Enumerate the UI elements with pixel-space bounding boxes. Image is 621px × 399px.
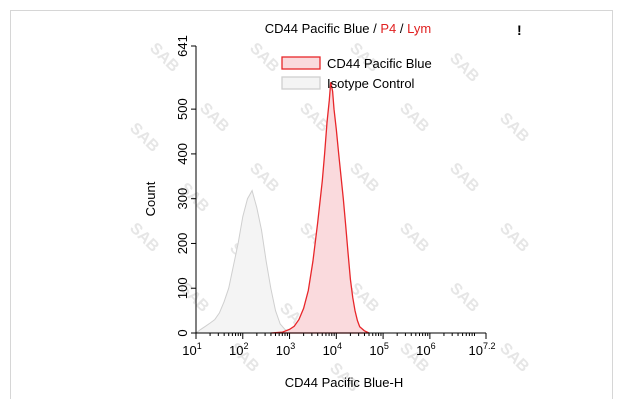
legend-swatch bbox=[281, 76, 321, 90]
x-tick-label: 104 bbox=[323, 341, 342, 358]
watermark-text: SAB bbox=[126, 120, 162, 156]
x-tick-label: 107.2 bbox=[469, 341, 496, 358]
legend-swatch bbox=[281, 56, 321, 70]
watermark-text: SAB bbox=[126, 220, 162, 256]
legend-label: Isotype Control bbox=[327, 76, 415, 91]
title-part: / bbox=[396, 21, 407, 36]
title-part: P4 bbox=[380, 21, 396, 36]
title-part: / bbox=[370, 21, 381, 36]
title-part: CD44 Pacific Blue bbox=[265, 21, 370, 36]
series-cd44-pacific-blue bbox=[270, 82, 370, 334]
watermark-text: SAB bbox=[246, 160, 282, 196]
y-tick-label: 400 bbox=[175, 143, 190, 165]
watermark-text: SAB bbox=[396, 100, 432, 136]
watermark-text: SAB bbox=[446, 280, 482, 316]
y-tick-label: 500 bbox=[175, 98, 190, 120]
watermark-text: SAB bbox=[496, 110, 532, 146]
y-axis-label: Count bbox=[143, 181, 158, 216]
watermark-text: SAB bbox=[446, 160, 482, 196]
x-tick-label: 106 bbox=[416, 341, 435, 358]
x-tick-label: 101 bbox=[182, 341, 201, 358]
watermark-text: SAB bbox=[446, 50, 482, 86]
watermark-text: SAB bbox=[396, 220, 432, 256]
watermark-text: SAB bbox=[196, 100, 232, 136]
y-ticks: 0 100 200 300 400 500 641 bbox=[175, 35, 196, 337]
corner-mark: ! bbox=[517, 22, 522, 38]
y-tick-label: 100 bbox=[175, 277, 190, 299]
series-isotype-control bbox=[194, 189, 295, 334]
y-tick-label: 641 bbox=[175, 35, 190, 57]
x-tick-label: 102 bbox=[229, 341, 248, 358]
y-tick-label: 0 bbox=[175, 329, 190, 336]
watermark-text: SAB bbox=[346, 160, 382, 196]
x-ticks: 101 102 103 104 105 106 107.2 bbox=[182, 333, 495, 358]
watermark-text: SAB bbox=[246, 40, 282, 76]
histogram-chart: SAB SAB SAB SAB SAB SAB SAB SAB SAB SAB SAB SAB SAB S… bbox=[126, 21, 532, 396]
series-layer bbox=[194, 82, 370, 334]
x-tick-label: 105 bbox=[369, 341, 388, 358]
y-tick-label: 300 bbox=[175, 188, 190, 210]
legend-label: CD44 Pacific Blue bbox=[327, 56, 432, 71]
title-part: Lym bbox=[407, 21, 431, 36]
watermark-text: SAB bbox=[496, 220, 532, 256]
chart-title: CD44 Pacific Blue / P4 / Lym bbox=[265, 21, 431, 36]
y-tick-label: 200 bbox=[175, 233, 190, 255]
chart-panel: SAB SAB SAB SAB SAB SAB SAB SAB SAB SAB SAB SAB SAB S… bbox=[10, 10, 613, 399]
x-tick-label: 103 bbox=[276, 341, 295, 358]
x-axis-label: CD44 Pacific Blue-H bbox=[285, 375, 404, 390]
watermark-text: SAB bbox=[496, 340, 532, 376]
legend: CD44 Pacific Blue Isotype Control bbox=[281, 56, 432, 91]
